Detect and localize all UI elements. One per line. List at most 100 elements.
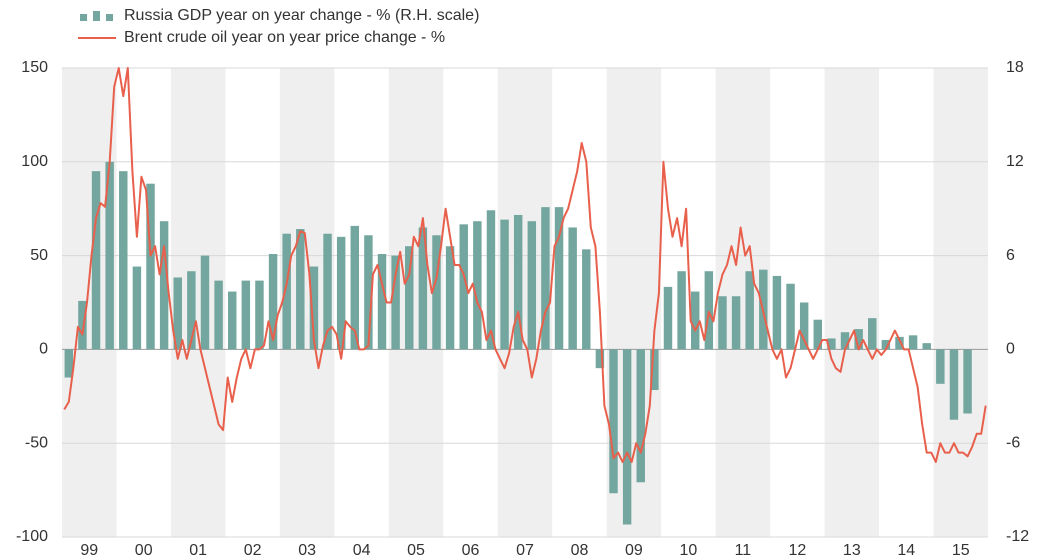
x-tick-label: 12 <box>788 542 806 559</box>
bar <box>486 210 496 350</box>
bar <box>650 349 659 391</box>
bar <box>282 233 291 350</box>
bar <box>255 280 264 350</box>
y2-tick-label: -6 <box>1006 434 1020 451</box>
bar <box>377 254 387 350</box>
bar <box>949 349 959 420</box>
bar <box>500 219 509 350</box>
y-tick-label: 50 <box>30 247 48 264</box>
bar <box>268 254 278 350</box>
legend-label: Russia GDP year on year change - % (R.H.… <box>124 7 479 24</box>
x-tick-label: 15 <box>952 542 970 559</box>
bar <box>745 271 754 350</box>
bar <box>541 207 550 350</box>
bar <box>405 246 414 350</box>
x-tick-label: 04 <box>353 542 371 559</box>
y2-tick-label: 0 <box>1006 341 1015 358</box>
bar <box>336 236 346 350</box>
y-tick-label: 0 <box>39 341 48 358</box>
y-tick-label: 150 <box>21 59 48 76</box>
bar <box>663 286 673 350</box>
bar <box>936 349 945 384</box>
x-tick-label: 10 <box>680 542 698 559</box>
bar <box>908 335 918 350</box>
bar <box>622 349 632 525</box>
bar <box>296 229 305 350</box>
bar <box>173 277 182 350</box>
bar <box>963 349 972 414</box>
x-tick-label: 06 <box>462 542 480 559</box>
x-tick-label: 05 <box>407 542 425 559</box>
x-tick-label: 14 <box>897 542 915 559</box>
bar <box>119 171 128 350</box>
bar <box>64 349 74 378</box>
y-tick-label: -50 <box>25 434 48 451</box>
bar <box>854 329 863 350</box>
x-tick-label: 03 <box>298 542 316 559</box>
bar <box>868 318 877 350</box>
bar <box>840 332 850 350</box>
bar <box>582 249 591 350</box>
bar <box>323 233 332 350</box>
bar <box>432 235 441 350</box>
y2-tick-label: -12 <box>1006 528 1029 545</box>
bar <box>786 283 795 350</box>
bar <box>146 183 155 350</box>
bar <box>690 291 700 350</box>
bar <box>718 296 727 350</box>
bar <box>731 296 741 350</box>
y-tick-label: 100 <box>21 153 48 170</box>
bar <box>214 280 223 350</box>
bar <box>609 349 618 494</box>
legend-swatch <box>93 11 100 21</box>
x-tick-label: 09 <box>625 542 643 559</box>
y2-tick-label: 6 <box>1006 247 1015 264</box>
bar <box>364 235 373 350</box>
bar <box>473 221 482 350</box>
bar <box>881 340 891 350</box>
y2-tick-label: 18 <box>1006 59 1024 76</box>
x-tick-label: 99 <box>80 542 98 559</box>
legend-swatch <box>106 14 113 21</box>
bar <box>350 225 360 350</box>
y2-tick-label: 12 <box>1006 153 1024 170</box>
bar <box>241 280 251 350</box>
bar <box>772 275 782 350</box>
bar <box>827 338 836 350</box>
x-tick-label: 01 <box>189 542 207 559</box>
bar <box>445 246 455 350</box>
bar <box>677 271 686 350</box>
bar <box>513 214 523 350</box>
bar <box>227 291 237 350</box>
bar <box>418 227 428 350</box>
bar <box>554 207 564 350</box>
bar <box>527 221 537 350</box>
bar <box>704 271 714 350</box>
legend-swatch <box>80 14 87 21</box>
bar <box>159 221 169 350</box>
x-tick-label: 13 <box>843 542 861 559</box>
bar <box>922 343 931 350</box>
bar <box>187 271 196 350</box>
bar <box>91 171 101 350</box>
x-tick-label: 00 <box>135 542 153 559</box>
bar <box>813 319 823 350</box>
y-tick-label: -100 <box>16 528 48 545</box>
bar <box>391 255 400 350</box>
legend-label: Brent crude oil year on year price chang… <box>124 29 445 46</box>
bar <box>200 255 210 350</box>
year-band <box>824 68 880 537</box>
x-tick-label: 07 <box>516 542 534 559</box>
line <box>63 67 987 463</box>
x-tick-label: 02 <box>244 542 262 559</box>
bar <box>105 161 114 350</box>
bar <box>895 336 904 350</box>
bar <box>568 227 577 350</box>
x-tick-label: 11 <box>735 542 752 559</box>
bar <box>636 349 645 483</box>
bar <box>595 349 605 369</box>
year-band <box>933 68 988 537</box>
bar <box>309 266 319 350</box>
x-tick-label: 08 <box>571 542 589 559</box>
